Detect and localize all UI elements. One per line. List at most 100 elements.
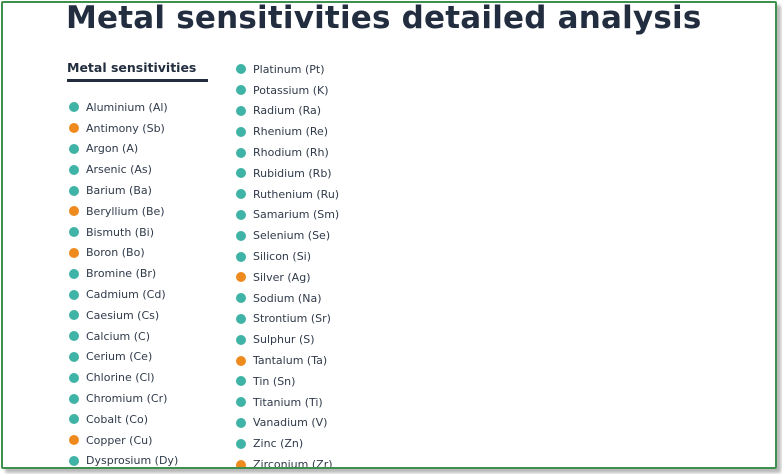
status-dot-icon <box>69 455 79 466</box>
status-dot-icon <box>236 355 246 366</box>
status-dot-icon <box>236 438 246 449</box>
status-dot-icon <box>69 435 79 446</box>
metal-label: Silver (Ag) <box>253 270 311 284</box>
metal-list-item: Selenium (Se) <box>236 225 339 246</box>
metal-label: Platinum (Pt) <box>253 62 325 76</box>
metal-label: Barium (Ba) <box>86 184 152 198</box>
status-dot-icon <box>236 293 246 304</box>
metal-label: Arsenic (As) <box>86 163 152 177</box>
metal-list-item: Bismuth (Bi) <box>69 222 178 243</box>
metal-label: Vanadium (V) <box>253 416 328 430</box>
metal-label: Zinc (Zn) <box>253 437 304 451</box>
metal-label: Rubidium (Rb) <box>253 166 332 180</box>
metal-list-item: Zinc (Zn) <box>236 433 339 454</box>
metal-list-item: Chromium (Cr) <box>69 388 178 409</box>
metals-list-left: Aluminium (Al) Antimony (Sb) Argon (A) Arse… <box>69 97 179 468</box>
metal-label: Samarium (Sm) <box>253 208 340 222</box>
status-dot-icon <box>69 310 79 321</box>
status-dot-icon <box>69 289 79 300</box>
status-dot-icon <box>236 417 246 428</box>
metal-list-item: Radium (Ra) <box>236 101 339 122</box>
metal-list-item: Rhenium (Re) <box>236 121 339 142</box>
metal-label: Potassium (K) <box>253 83 329 97</box>
status-dot-icon <box>236 334 246 345</box>
status-dot-icon <box>69 331 79 342</box>
metal-label: Boron (Bo) <box>86 246 145 260</box>
metal-list-item: Caesium (Cs) <box>69 305 178 326</box>
status-dot-icon <box>236 251 246 262</box>
metal-label: Caesium (Cs) <box>86 308 160 322</box>
metal-list-item: Potassium (K) <box>236 80 339 101</box>
status-dot-icon <box>69 414 79 425</box>
metal-label: Tin (Sn) <box>253 374 296 388</box>
metal-list-item: Silver (Ag) <box>236 267 339 288</box>
metal-list-item: Vanadium (V) <box>236 413 339 434</box>
section-underline <box>67 79 208 82</box>
metal-label: Bromine (Br) <box>86 267 157 281</box>
metal-label: Cerium (Ce) <box>86 350 153 364</box>
metal-list-item: Aluminium (Al) <box>69 97 178 118</box>
metal-list-item: Cadmium (Cd) <box>69 284 178 305</box>
metal-list-item: Samarium (Sm) <box>236 205 339 226</box>
metal-list-item: Copper (Cu) <box>69 430 178 451</box>
metal-label: Silicon (Si) <box>253 250 312 264</box>
status-dot-icon <box>69 247 79 258</box>
status-dot-icon <box>236 313 246 324</box>
metal-list-item: Boron (Bo) <box>69 243 178 264</box>
metal-list-item: Silicon (Si) <box>236 246 339 267</box>
metal-label: Tantalum (Ta) <box>253 354 328 368</box>
status-dot-icon <box>236 397 246 408</box>
page-title: Metal sensitivities detailed analysis <box>66 1 702 36</box>
status-dot-icon <box>236 105 246 116</box>
metal-label: Ruthenium (Ru) <box>253 187 340 201</box>
status-dot-icon <box>69 185 79 196</box>
status-dot-icon <box>69 227 79 238</box>
metal-label: Cobalt (Co) <box>86 412 148 426</box>
metal-label: Bismuth (Bi) <box>86 225 154 239</box>
metal-list-item: Argon (A) <box>69 139 178 160</box>
status-dot-icon <box>236 376 246 387</box>
metal-label: Sulphur (S) <box>253 333 315 347</box>
metal-label: Argon (A) <box>86 142 139 156</box>
metal-label: Dysprosium (Dy) <box>86 454 179 468</box>
metal-label: Copper (Cu) <box>86 433 153 447</box>
status-dot-icon <box>69 164 79 175</box>
metal-list-item: Sodium (Na) <box>236 288 339 309</box>
metal-list-item: Calcium (C) <box>69 326 178 347</box>
metal-list-item: Arsenic (As) <box>69 159 178 180</box>
metal-label: Chlorine (Cl) <box>86 371 155 385</box>
metal-list-item: Dysprosium (Dy) <box>69 451 179 468</box>
metal-list-item: Sulphur (S) <box>236 329 339 350</box>
metal-label: Rhodium (Rh) <box>253 146 329 160</box>
status-dot-icon <box>69 351 79 362</box>
metal-label: Cadmium (Cd) <box>86 288 166 302</box>
metal-list-item: Cerium (Ce) <box>69 347 178 368</box>
metal-list-item: Platinum (Pt) <box>236 59 339 80</box>
section-heading: Metal sensitivities <box>67 60 197 75</box>
status-dot-icon <box>236 209 246 220</box>
metal-list-item: Ruthenium (Ru) <box>236 184 339 205</box>
metal-label: Rhenium (Re) <box>253 125 329 139</box>
status-dot-icon <box>236 272 246 283</box>
metal-label: Antimony (Sb) <box>86 121 165 135</box>
status-dot-icon <box>69 206 79 217</box>
metal-label: Zirconium (Zr) <box>253 458 333 469</box>
metal-list-item: Tin (Sn) <box>236 371 339 392</box>
metal-list-item: Antimony (Sb) <box>69 118 178 139</box>
status-dot-icon <box>236 64 246 75</box>
status-dot-icon <box>236 189 246 200</box>
metal-label: Radium (Ra) <box>253 104 322 118</box>
metal-label: Beryllium (Be) <box>86 204 165 218</box>
metal-list-item: Cobalt (Co) <box>69 409 178 430</box>
metal-label: Aluminium (Al) <box>86 100 168 114</box>
status-dot-icon <box>69 372 79 383</box>
metal-label: Sodium (Na) <box>253 291 322 305</box>
status-dot-icon <box>69 268 79 279</box>
metal-label: Strontium (Sr) <box>253 312 331 326</box>
status-dot-icon <box>236 459 246 467</box>
metal-list-item: Chlorine (Cl) <box>69 367 178 388</box>
status-dot-icon <box>69 102 79 113</box>
metal-list-item: Rubidium (Rb) <box>236 163 339 184</box>
status-dot-icon <box>69 123 79 134</box>
status-dot-icon <box>236 168 246 179</box>
